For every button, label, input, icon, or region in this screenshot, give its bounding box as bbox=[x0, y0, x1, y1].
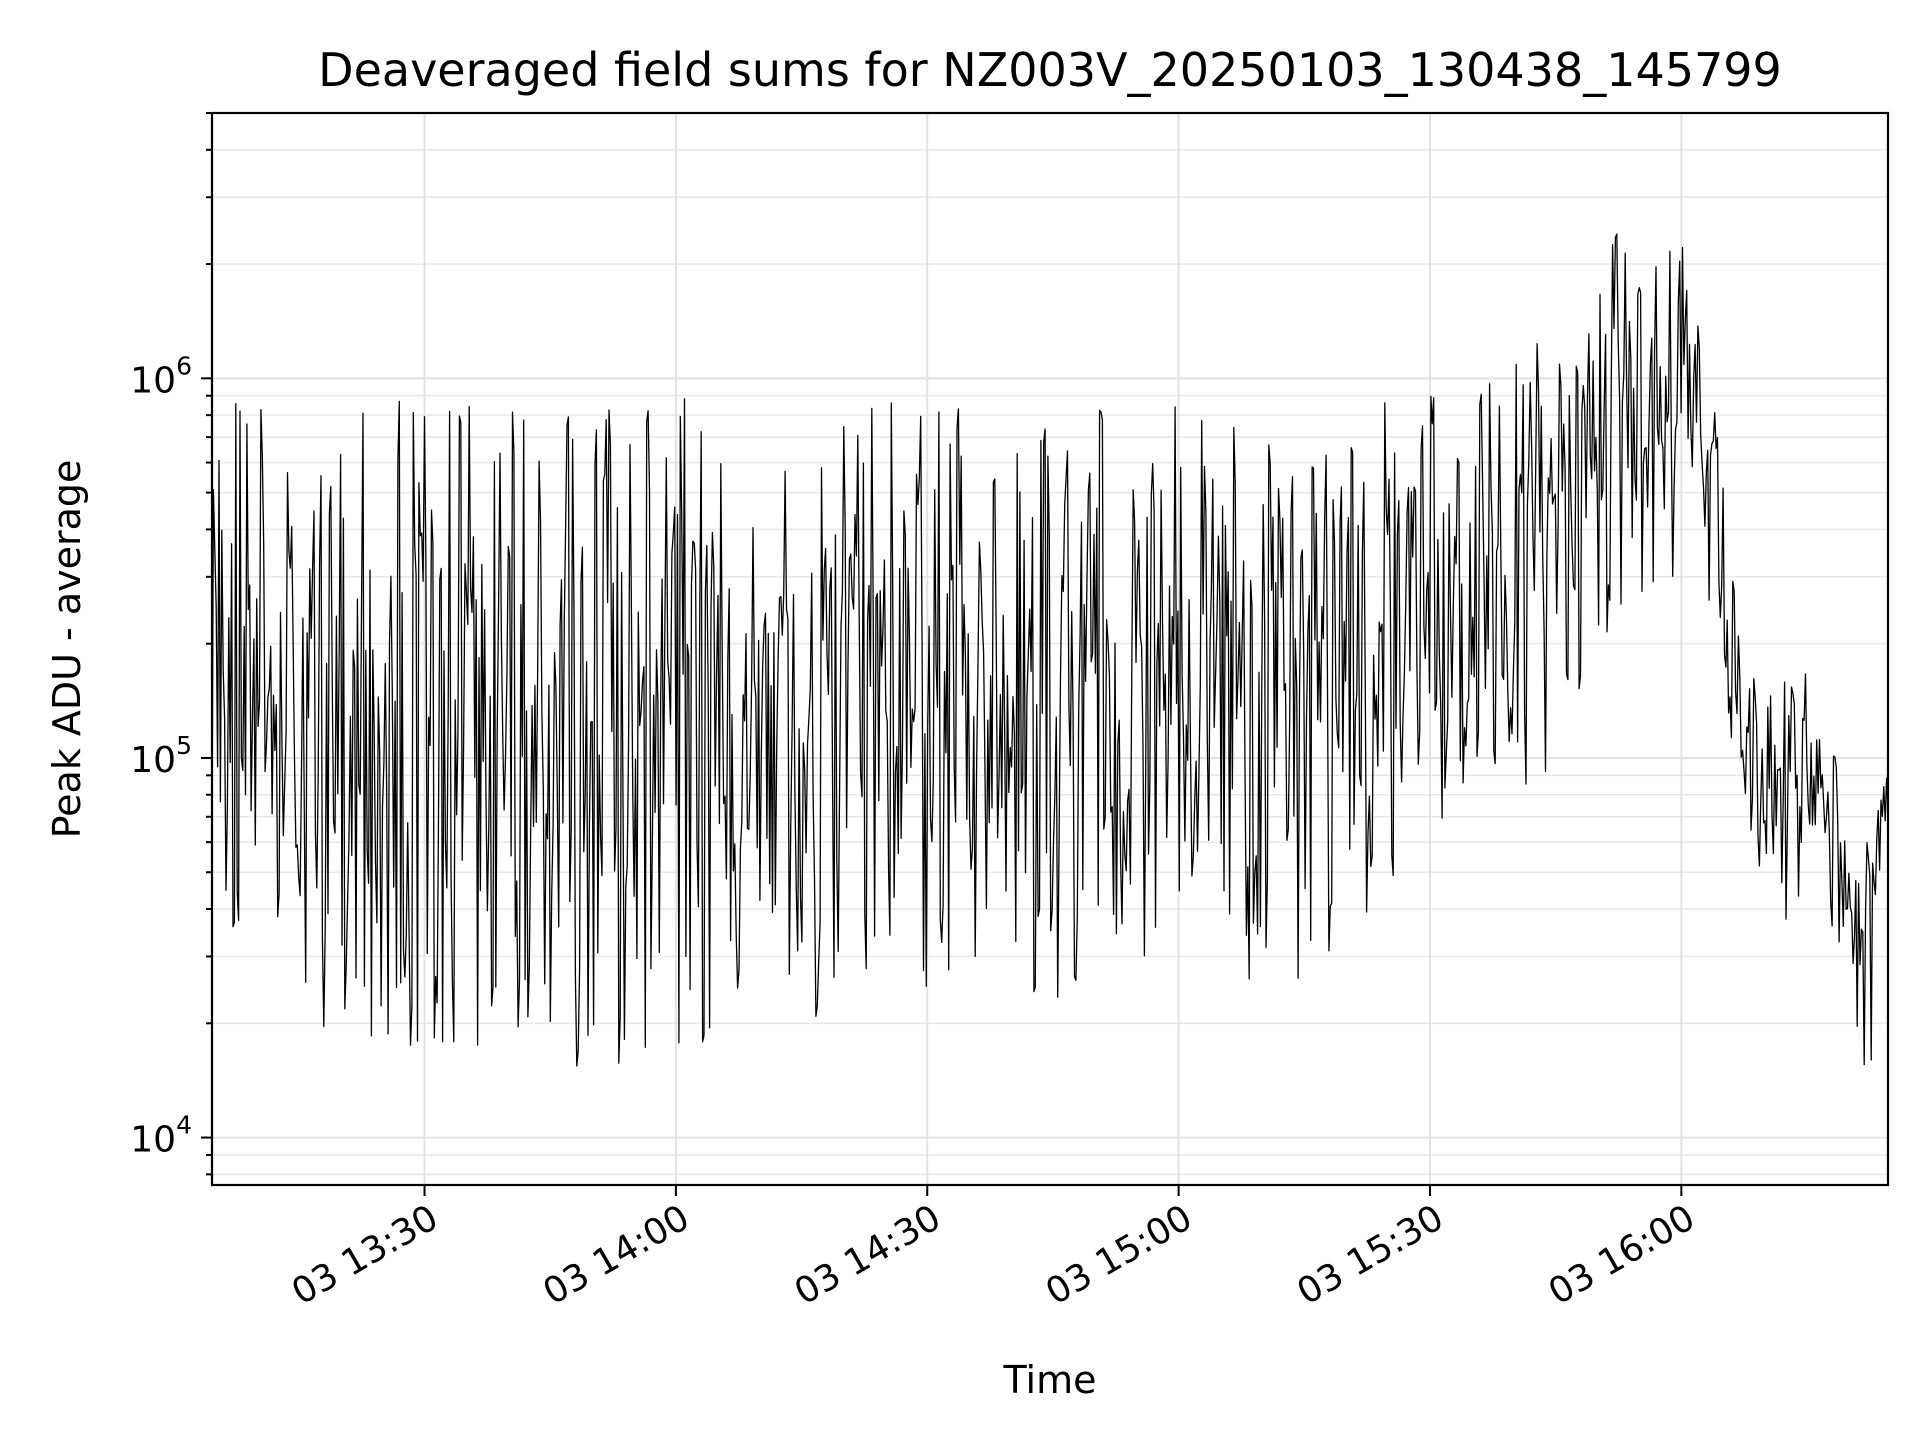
y-tick-label: 106 bbox=[130, 351, 192, 401]
axis-ticks bbox=[201, 112, 1683, 1196]
y-tick-label-exponent: 6 bbox=[176, 351, 192, 380]
y-tick-label-exponent: 5 bbox=[176, 731, 192, 760]
y-tick-label: 105 bbox=[130, 731, 192, 781]
y-axis-label: Peak ADU - average bbox=[45, 460, 89, 839]
series-line bbox=[211, 233, 1889, 1067]
y-tick-label: 104 bbox=[130, 1111, 192, 1161]
y-tick-label-base: 10 bbox=[130, 1120, 176, 1161]
y-tick-label-base: 10 bbox=[130, 740, 176, 781]
plot-frame bbox=[210, 111, 1890, 1187]
chart-title: Deaveraged field sums for NZ003V_2025010… bbox=[318, 43, 1782, 97]
y-tick-label-exponent: 4 bbox=[176, 1111, 192, 1140]
y-tick-label-base: 10 bbox=[130, 360, 176, 401]
x-axis-label: Time bbox=[1003, 1358, 1097, 1402]
